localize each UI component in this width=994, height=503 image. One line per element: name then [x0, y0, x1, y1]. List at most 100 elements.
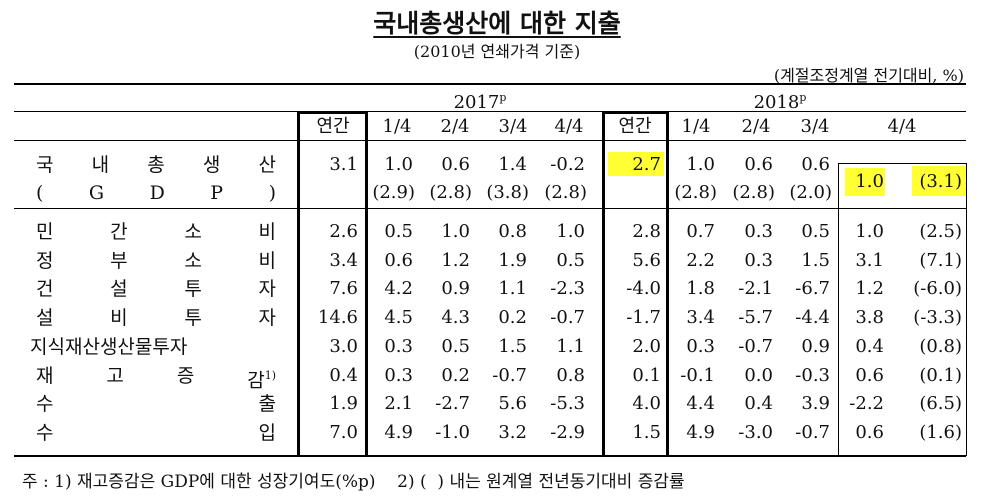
- gdp-yoy-2017: (2.8): [544, 182, 587, 203]
- row-value-2017: 0.8: [498, 221, 527, 242]
- gdp-yoy-2017: (2.8): [429, 182, 472, 203]
- row-value-2017: 1.5: [498, 335, 527, 357]
- row-value-2018: -1.7: [626, 307, 661, 329]
- row-value-2017: 0.2: [498, 307, 527, 329]
- row-value-2017: -0.7: [492, 364, 527, 386]
- row-value-2017: 0.3: [384, 364, 413, 386]
- label-char: 투: [152, 335, 170, 358]
- row-value-2018: -4.4: [795, 307, 830, 329]
- row-value-2017: 7.6: [329, 278, 358, 300]
- box-2017-annual-right: [365, 112, 368, 456]
- label-char: 총: [147, 154, 165, 176]
- row-value-2018: 5.6: [632, 249, 661, 271]
- page-title: 국내총생산에 대한 지출: [373, 9, 621, 38]
- row-value-2018: 3.4: [686, 307, 715, 329]
- row-value-2018: 1.5: [632, 421, 661, 443]
- row-value-2018: -0.7: [738, 335, 773, 357]
- column-header-2017: 4/4: [554, 116, 584, 137]
- row-value-2018: 4.9: [686, 421, 715, 443]
- rule-gdp: [14, 208, 966, 209]
- row-value-2017: 0.9: [441, 278, 470, 300]
- row-yoy-2018-q4: (-3.3): [913, 307, 962, 329]
- footnote: 주 : 1) 재고증감은 GDP에 대한 성장기여도(%p) 2) ( ) 내는…: [22, 472, 685, 492]
- row-value-2018: 0.0: [744, 364, 773, 386]
- rule-bottom: [14, 455, 966, 457]
- highlight-2018-q4-yoy: [912, 166, 966, 196]
- gdp-value-2017: -0.2: [550, 154, 585, 175]
- row-value-2017: 2.1: [384, 393, 413, 415]
- row-value-2018: 3.9: [801, 393, 830, 415]
- label-char: 부: [110, 249, 128, 272]
- label-char: 산: [117, 335, 135, 358]
- row-value-2018: -2.1: [738, 278, 773, 300]
- label-char: P: [210, 182, 224, 204]
- rule-top: [14, 83, 966, 85]
- label-char: 입: [258, 421, 276, 444]
- row-value-2018: 1.2: [855, 278, 884, 300]
- row-value-2017: 0.3: [384, 335, 413, 357]
- label-char: 자: [258, 307, 276, 330]
- year-2017-header: 2017p: [453, 91, 507, 113]
- row-value-2017: 1.1: [498, 278, 527, 300]
- row-yoy-2018-q4: (0.1): [919, 364, 962, 386]
- label-char: 비: [110, 307, 128, 330]
- row-value-2018: 0.3: [744, 221, 773, 242]
- rule-year: [14, 111, 966, 112]
- label-char: 소: [184, 249, 202, 272]
- box-2017-annual-top: [297, 111, 368, 114]
- label-char: 고: [106, 364, 124, 387]
- row-value-2018: -3.0: [738, 421, 773, 443]
- row-value-2018: 0.4: [744, 393, 773, 415]
- gdp-yoy-2017: (3.8): [486, 182, 529, 203]
- row-value-2017: 14.6: [317, 307, 358, 329]
- row-value-2017: 0.2: [441, 364, 470, 386]
- label-char: 수: [36, 421, 54, 444]
- gdp-value-2018: 1.0: [686, 154, 715, 175]
- row-value-2017: 3.4: [329, 249, 358, 271]
- row-value-2017: 1.9: [498, 249, 527, 271]
- gdp-yoy-2018: (3.1): [919, 171, 962, 192]
- row-value-2017: -5.3: [550, 393, 585, 415]
- row-value-2017: -2.7: [435, 393, 470, 415]
- label-char: 설: [110, 278, 128, 301]
- label-char: 투: [184, 307, 202, 330]
- label-char: 자: [169, 335, 188, 358]
- row-value-2017: 5.6: [498, 393, 527, 415]
- gdp-value-2017: 1.4: [498, 154, 527, 175]
- row-value-2017: 4.5: [384, 307, 413, 329]
- label-char: 생: [99, 335, 118, 358]
- row-label: 재 고 증 감1): [36, 364, 276, 392]
- row-value-2018: -5.7: [738, 307, 773, 329]
- row-value-2018: 2.2: [686, 249, 715, 271]
- label-char: 자: [258, 278, 276, 301]
- label-char: 비: [258, 221, 276, 243]
- label-char: 수: [36, 393, 54, 416]
- gdp-value-2018: 0.6: [801, 154, 830, 175]
- column-header-2017: 연간: [316, 116, 350, 137]
- row-value-2017: 0.8: [556, 364, 585, 386]
- row-value-2018: 0.6: [855, 364, 884, 386]
- label-char: 소: [184, 221, 202, 243]
- gdp-yoy-2018: (2.8): [674, 182, 717, 203]
- row-value-2017: 0.5: [556, 249, 585, 271]
- label-char: ): [268, 182, 276, 204]
- gdp-yoy-2018: (2.8): [732, 182, 775, 203]
- column-header-2017: 3/4: [498, 116, 528, 137]
- column-header-2018: 2/4: [741, 116, 771, 137]
- row-value-2018: -2.2: [849, 393, 884, 415]
- row-value-2017: 1.2: [441, 249, 470, 271]
- row-value-2018: 0.7: [686, 221, 715, 242]
- row-value-2018: 0.4: [855, 335, 884, 357]
- row-yoy-2018-q4: (6.5): [919, 393, 962, 415]
- label-char: 정: [36, 249, 54, 272]
- subtitle: (2010년 연쇄가격 기준): [413, 42, 581, 61]
- row-value-2017: 1.0: [556, 221, 585, 242]
- row-value-2017: 0.5: [384, 221, 413, 242]
- box-2017-annual-left: [297, 112, 300, 456]
- label-char: 재: [36, 364, 54, 387]
- row-value-2018: 1.0: [855, 221, 884, 242]
